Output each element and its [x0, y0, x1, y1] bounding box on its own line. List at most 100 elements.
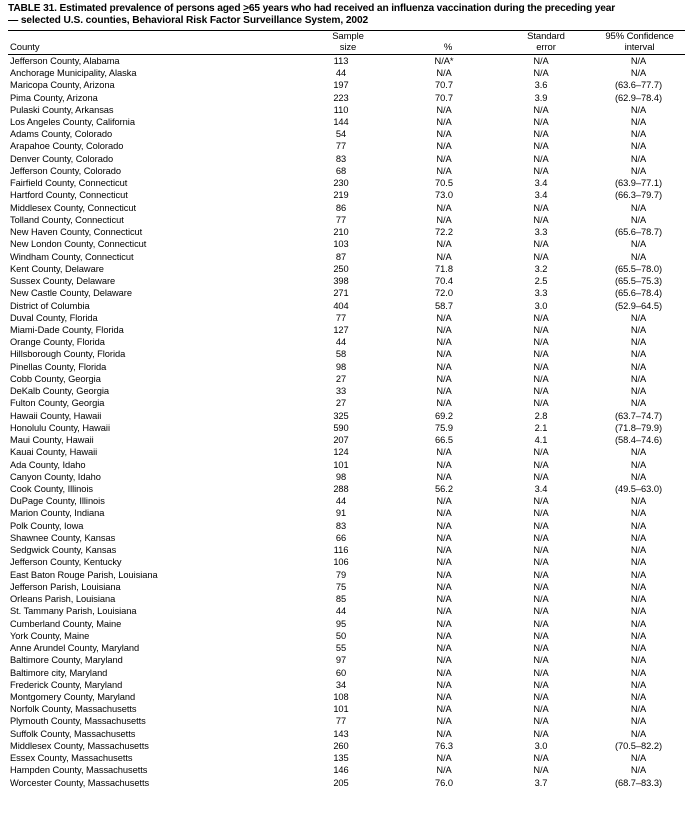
cell-confidence-interval: (63.6–77.7) — [614, 80, 662, 91]
prevalence-table-body: Jefferson County, Alabama 113 N/A* N/A N/A An… — [8, 55, 685, 789]
cell-sample-size: 101 — [333, 459, 349, 470]
table-row: Pinellas County, Florida 98 N/A N/A N/A — [8, 361, 685, 373]
cell-percent: N/A — [436, 373, 452, 384]
cell-sample-size: 79 — [335, 569, 347, 580]
cell-percent: N/A — [436, 349, 452, 360]
cell-standard-error: N/A — [533, 349, 549, 360]
cell-county: Duval County, Florida — [10, 312, 98, 323]
cell-sample-size: 98 — [335, 471, 347, 482]
cell-confidence-interval: (65.5–78.0) — [614, 263, 662, 274]
table-row: Cobb County, Georgia 27 N/A N/A N/A — [8, 373, 685, 385]
table-row: Fairfield County, Connecticut 230 70.5 3.4 (… — [8, 177, 685, 189]
cell-percent: N/A — [436, 214, 452, 225]
cell-confidence-interval: N/A — [630, 753, 647, 764]
cell-standard-error: N/A — [533, 520, 549, 531]
cell-confidence-interval: N/A — [630, 337, 647, 348]
header-top-rule — [8, 29, 685, 31]
cell-standard-error: N/A — [533, 471, 549, 482]
cell-percent: N/A — [436, 655, 452, 666]
table-row: Cumberland County, Maine 95 N/A N/A N/A — [8, 618, 685, 630]
cell-sample-size: 77 — [335, 312, 347, 323]
cell-confidence-interval: N/A — [630, 55, 647, 66]
header-bottom-rule — [8, 53, 685, 55]
cell-confidence-interval: N/A — [630, 459, 647, 470]
cell-percent: 58.7 — [435, 300, 453, 311]
cell-confidence-interval: N/A — [630, 239, 647, 250]
cell-sample-size: 260 — [333, 740, 349, 751]
table-row: Shawnee County, Kansas 66 N/A N/A N/A — [8, 532, 685, 544]
cell-standard-error: N/A — [533, 496, 549, 507]
cell-sample-size: 27 — [335, 373, 347, 384]
table-row: Worcester County, Massachusetts 205 76.0 3.… — [8, 777, 685, 789]
cell-confidence-interval: (70.5–82.2) — [614, 740, 662, 751]
table-row: Cook County, Illinois 288 56.2 3.4 (49.5–63.… — [8, 483, 685, 495]
cell-percent: N/A — [436, 251, 452, 262]
column-header-standard-error: Standard error — [498, 31, 594, 54]
cell-confidence-interval: N/A — [630, 361, 647, 372]
cell-sample-size: 50 — [335, 630, 347, 641]
cell-percent: N/A — [436, 153, 452, 164]
column-header-percent: % — [398, 31, 498, 54]
table-row: Baltimore County, Maryland 97 N/A N/A N/A — [8, 654, 685, 666]
cell-sample-size: 135 — [333, 753, 349, 764]
cell-percent: N/A — [436, 68, 452, 79]
cell-confidence-interval: N/A — [630, 214, 647, 225]
cell-percent: 69.2 — [435, 410, 453, 421]
cell-percent: N/A — [436, 704, 452, 715]
cell-confidence-interval: N/A — [630, 165, 647, 176]
cell-percent: N/A — [436, 716, 452, 727]
cell-county: East Baton Rouge Parish, Louisiana — [10, 569, 158, 580]
cell-standard-error: 3.7 — [534, 777, 548, 788]
cell-standard-error: N/A — [533, 141, 549, 152]
cell-percent: 66.5 — [435, 435, 453, 446]
cell-standard-error: N/A — [533, 104, 549, 115]
column-header-county-label: County — [10, 42, 40, 54]
table-row: Jefferson County, Kentucky 106 N/A N/A N/A — [8, 556, 685, 568]
cell-percent: N/A — [436, 239, 452, 250]
cell-confidence-interval: N/A — [630, 68, 647, 79]
cell-percent: N/A — [436, 618, 452, 629]
cell-county: Essex County, Massachusetts — [10, 753, 133, 764]
cell-county: New Haven County, Connecticut — [10, 227, 143, 238]
cell-sample-size: 219 — [333, 190, 349, 201]
cell-confidence-interval: N/A — [630, 679, 647, 690]
cell-standard-error: N/A — [533, 594, 549, 605]
cell-standard-error: N/A — [533, 312, 549, 323]
cell-confidence-interval: N/A — [630, 251, 647, 262]
column-header-confidence-interval: 95% Confidence interval — [594, 31, 685, 54]
cell-percent: N/A — [436, 557, 452, 568]
cell-county: Adams County, Colorado — [10, 129, 113, 140]
cell-standard-error: N/A — [533, 68, 549, 79]
cell-sample-size: 77 — [335, 214, 347, 225]
cell-percent: N/A — [436, 324, 452, 335]
cell-percent: N/A — [436, 606, 452, 617]
cell-percent: N/A* — [434, 55, 454, 66]
cell-percent: N/A — [436, 202, 452, 213]
cell-confidence-interval: N/A — [630, 655, 647, 666]
cell-sample-size: 44 — [335, 337, 347, 348]
cell-standard-error: N/A — [533, 116, 549, 127]
cell-county: Frederick County, Maryland — [10, 679, 123, 690]
column-header-sample-size: Sample size — [298, 31, 398, 54]
cell-confidence-interval: N/A — [630, 349, 647, 360]
cell-sample-size: 44 — [335, 606, 347, 617]
table-row: Arapahoe County, Colorado 77 N/A N/A N/A — [8, 140, 685, 152]
cell-county: Cumberland County, Maine — [10, 618, 122, 629]
cell-county: Polk County, Iowa — [10, 520, 84, 531]
cell-confidence-interval: N/A — [630, 618, 647, 629]
cell-sample-size: 44 — [335, 68, 347, 79]
cell-standard-error: N/A — [533, 447, 549, 458]
table-row: DeKalb County, Georgia 33 N/A N/A N/A — [8, 385, 685, 397]
cell-county: DeKalb County, Georgia — [10, 386, 109, 397]
cell-county: Sussex County, Delaware — [10, 276, 116, 287]
column-header-sample-size-bottom: size — [339, 42, 357, 54]
cell-percent: N/A — [436, 141, 452, 152]
table-row: Denver County, Colorado 83 N/A N/A N/A — [8, 153, 685, 165]
cell-county: Norfolk County, Massachusetts — [10, 704, 137, 715]
cell-standard-error: N/A — [533, 692, 549, 702]
cell-confidence-interval: N/A — [630, 104, 647, 115]
table-row: New Castle County, Delaware 271 72.0 3.3 (65… — [8, 287, 685, 299]
table-row: Anne Arundel County, Maryland 55 N/A N/A N/A — [8, 642, 685, 654]
table-row: Jefferson County, Alabama 113 N/A* N/A N/A — [8, 55, 685, 67]
cell-confidence-interval: N/A — [630, 692, 647, 702]
